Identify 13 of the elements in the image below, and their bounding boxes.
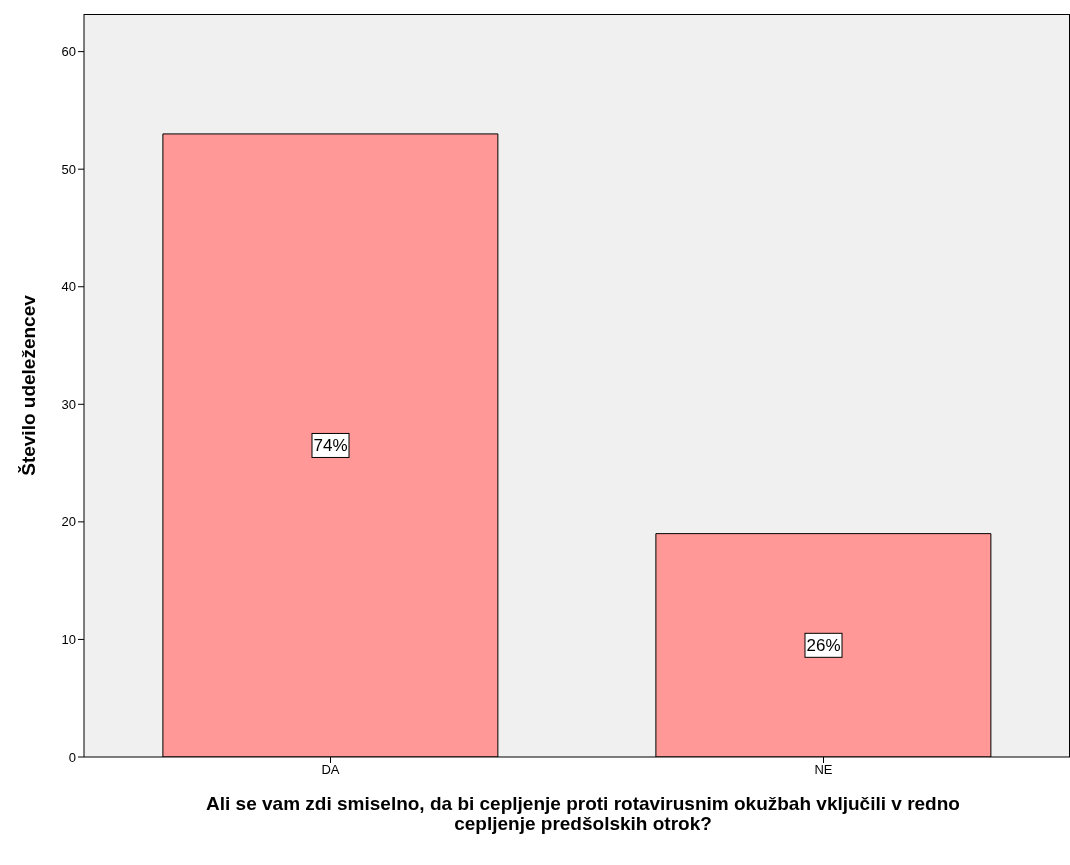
y-tick-label: 10: [61, 632, 76, 648]
annotation: 26%: [806, 636, 841, 656]
x-tick-label: DA: [321, 762, 340, 778]
y-tick-label: 30: [61, 396, 76, 412]
x-tick-label: NE: [814, 762, 833, 778]
y-tick-label: 40: [61, 279, 76, 295]
y-tick-label: 0: [68, 749, 76, 765]
x-axis-title: Ali se vam zdi smiselno, da bi cepljenje proti rotavirusnim okužbah vključili v redno cepljenje predšolskih otrok?: [205, 793, 961, 834]
annotation: 74%: [313, 436, 348, 456]
y-tick-label: 50: [61, 161, 76, 177]
y-tick-label: 20: [61, 514, 76, 530]
y-axis-title: Število udeležencev: [17, 294, 39, 476]
y-tick-label: 60: [61, 44, 76, 60]
